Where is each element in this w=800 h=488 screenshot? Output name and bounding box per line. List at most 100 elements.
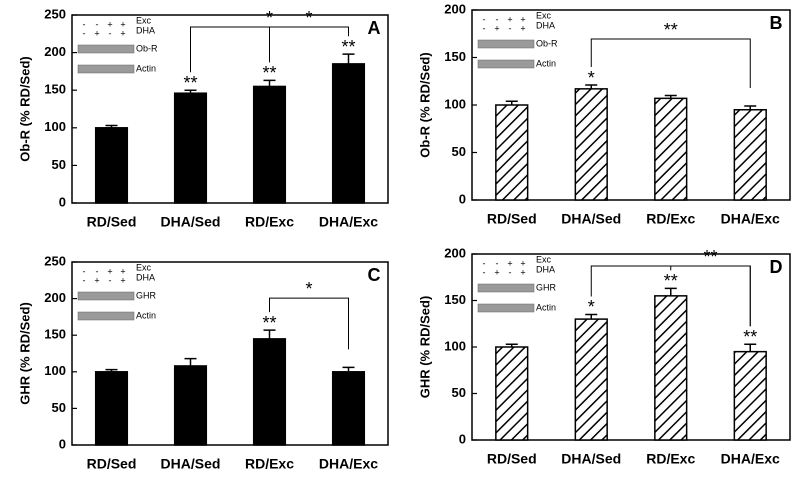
bar <box>94 371 129 446</box>
bar <box>733 350 767 441</box>
bar <box>574 318 608 441</box>
bar <box>574 88 608 201</box>
bar <box>733 109 767 201</box>
bar <box>173 92 208 204</box>
significance-star: * <box>588 297 595 317</box>
inset-sign: + <box>520 258 525 268</box>
x-tick-label: RD/Exc <box>646 211 695 227</box>
plot-frame <box>71 14 389 204</box>
y-tick-label: 100 <box>444 96 466 111</box>
inset-band-label: Actin <box>536 302 556 312</box>
inset-row-label: DHA <box>136 272 155 282</box>
inset-sign: - <box>483 258 486 268</box>
error-bar <box>585 84 598 89</box>
y-tick-label: 50 <box>452 144 466 159</box>
inset-band-label: GHR <box>536 282 557 292</box>
inset-row-label: Exc <box>136 15 152 25</box>
y-tick-label: 0 <box>459 191 466 206</box>
inset-band-label: Actin <box>136 310 156 320</box>
y-axis-label: GHR (% RD/Sed) <box>17 302 32 405</box>
error-bar <box>105 124 118 128</box>
inset-sign: - <box>96 19 99 29</box>
blot-band <box>477 59 535 69</box>
y-tick-label: 50 <box>452 385 466 400</box>
x-tick-label: RD/Exc <box>245 214 294 230</box>
inset-sign: + <box>120 19 125 29</box>
significance-star: ** <box>743 327 757 347</box>
blot-band <box>477 39 535 49</box>
inset-sign: + <box>107 266 112 276</box>
inset-band-label: Actin <box>136 63 156 73</box>
y-tick-label: 0 <box>459 431 466 446</box>
bracket-label: ** <box>664 20 678 40</box>
x-tick-label: RD/Exc <box>646 451 695 467</box>
bar <box>495 346 529 441</box>
inset-sign: - <box>509 267 512 277</box>
inset-sign: + <box>94 275 99 285</box>
inset-sign: - <box>496 14 499 24</box>
y-tick-label: 50 <box>52 157 66 172</box>
inset-row-label: Exc <box>136 262 152 272</box>
blot-band <box>77 311 135 321</box>
inset-sign: - <box>96 266 99 276</box>
x-tick-label: RD/Exc <box>245 456 294 472</box>
significance-star: ** <box>341 37 355 57</box>
inset-band-label: GHR <box>136 290 157 300</box>
plot-frame <box>71 261 389 446</box>
inset-sign: + <box>94 28 99 38</box>
bracket-label: * <box>266 8 273 28</box>
error-bar <box>744 343 757 352</box>
bar <box>331 63 366 204</box>
y-tick-label: 200 <box>44 44 66 59</box>
error-bar <box>105 368 118 372</box>
error-bar <box>664 94 677 99</box>
inset-band-label: Actin <box>536 58 556 68</box>
error-bar <box>505 343 518 347</box>
x-tick-label: DHA/Sed <box>161 456 221 472</box>
error-bar <box>505 100 518 105</box>
bar <box>252 85 287 204</box>
y-tick-label: 250 <box>44 253 66 268</box>
inset-sign: - <box>83 19 86 29</box>
y-tick-label: 150 <box>444 292 466 307</box>
inset-sign: + <box>107 19 112 29</box>
error-bar <box>342 53 355 64</box>
x-tick-label: DHA/Exc <box>319 214 378 230</box>
y-tick-label: 100 <box>44 119 66 134</box>
y-tick-label: 150 <box>44 82 66 97</box>
inset-sign: + <box>120 28 125 38</box>
x-tick-label: RD/Sed <box>487 451 537 467</box>
bar <box>252 338 287 446</box>
y-tick-label: 250 <box>44 6 66 21</box>
x-tick-label: RD/Sed <box>87 456 137 472</box>
inset-row-label: DHA <box>536 264 555 274</box>
inset-band-label: Ob-R <box>536 38 558 48</box>
error-bar <box>342 366 355 372</box>
panel-label: B <box>770 13 783 33</box>
significance-star: * <box>588 68 595 88</box>
inset-sign: - <box>109 275 112 285</box>
y-tick-label: 0 <box>59 436 66 451</box>
inset-sign: + <box>520 267 525 277</box>
y-tick-label: 200 <box>44 290 66 305</box>
error-bar <box>664 287 677 296</box>
bar <box>495 104 529 201</box>
inset-sign: + <box>507 14 512 24</box>
inset-sign: - <box>483 23 486 33</box>
x-tick-label: RD/Sed <box>487 211 537 227</box>
inset-sign: + <box>507 258 512 268</box>
inset-sign: - <box>509 23 512 33</box>
inset-sign: - <box>83 275 86 285</box>
bracket <box>670 265 751 327</box>
inset-sign: - <box>496 258 499 268</box>
y-tick-label: 100 <box>444 338 466 353</box>
significance-star: ** <box>664 271 678 291</box>
panel-label: D <box>770 257 783 277</box>
bar <box>654 295 688 441</box>
significance-star: ** <box>262 63 276 83</box>
x-tick-label: DHA/Sed <box>561 211 621 227</box>
bracket-label: * <box>305 279 312 299</box>
blot-band <box>77 44 135 54</box>
bracket <box>269 26 349 63</box>
inset-row-label: Exc <box>536 10 552 20</box>
